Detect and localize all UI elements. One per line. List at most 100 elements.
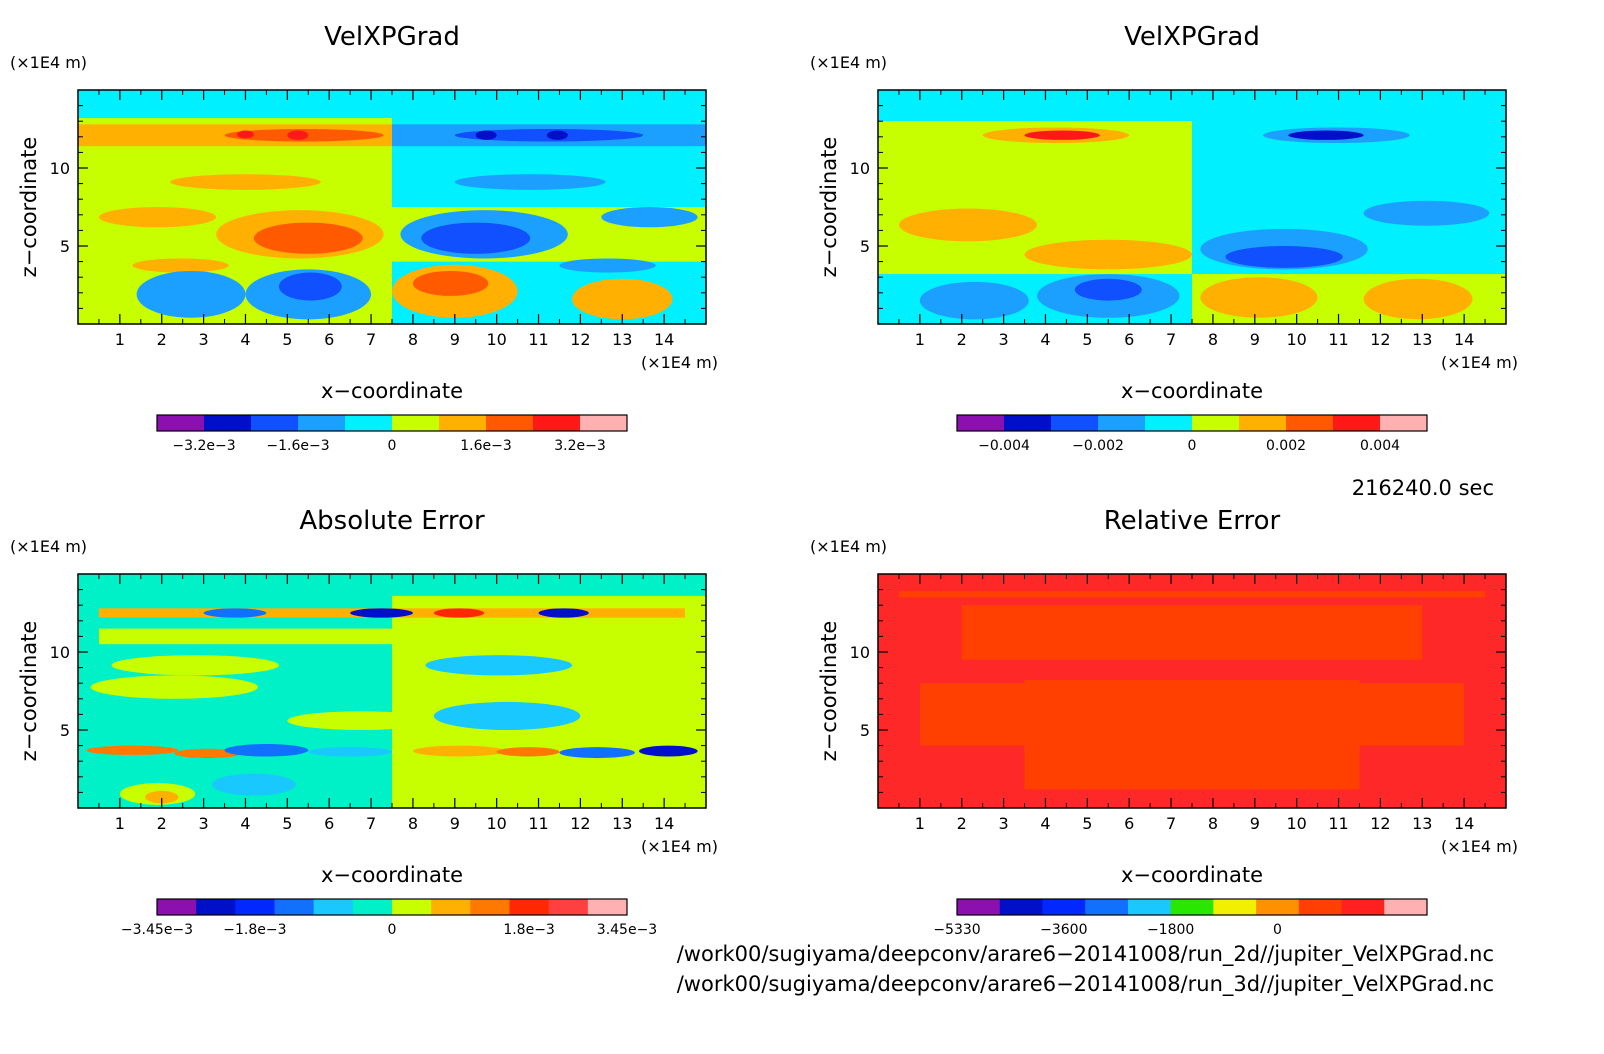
colorbar-frame — [156, 898, 628, 916]
contour-region — [1288, 130, 1364, 140]
contour-region — [572, 278, 673, 320]
contour-region — [278, 272, 342, 301]
x-unit-label: (×1E4 m) — [641, 353, 718, 372]
x-tick-label: 10 — [1286, 814, 1306, 833]
colorbar-label: −1.8e−3 — [223, 922, 286, 938]
contour-region — [287, 711, 434, 730]
x-tick-label: 2 — [957, 814, 967, 833]
chart-svg-2: Absolute Error(×1E4 m)1 2 3 4 5 6 7 8 9 10 11 12 13 1… — [10, 506, 718, 938]
colorbar-swatch — [251, 415, 299, 431]
x-tick-label: 13 — [612, 814, 632, 833]
x-tick-label: 13 — [1412, 814, 1432, 833]
colorbar-label: −3600 — [1040, 922, 1087, 938]
chart-title: VelXPGrad — [324, 22, 460, 52]
contour-region — [1024, 130, 1100, 140]
colorbar-swatch — [1341, 899, 1385, 915]
x-tick-label: 13 — [612, 330, 632, 349]
contour-field — [78, 90, 706, 324]
x-axis-label: x−coordinate — [1121, 863, 1263, 887]
x-tick-label: 3 — [999, 330, 1009, 349]
x-tick-label: 1 — [915, 330, 925, 349]
x-axis-label: x−coordinate — [321, 379, 463, 403]
contour-region — [475, 130, 497, 140]
contour-region — [878, 90, 1506, 122]
x-tick-label: 8 — [408, 814, 418, 833]
colorbar-swatch — [274, 899, 315, 915]
colorbar-label: −0.002 — [1072, 438, 1124, 454]
y-axis-label: z−coordinate — [817, 621, 841, 762]
x-unit-label: (×1E4 m) — [1441, 353, 1518, 372]
panel-velxpgrad-3d: VelXPGrad (×1E4 m) 1 2 3 4 5 6 7 8 9 10 11 12 13 14 5 10(… — [800, 0, 1590, 474]
x-tick-label: 6 — [324, 330, 334, 349]
chart-title: Absolute Error — [299, 506, 485, 536]
chart-title: Relative Error — [1104, 506, 1281, 536]
x-tick-label: 2 — [157, 330, 167, 349]
contour-region — [412, 270, 489, 296]
contour-region — [433, 608, 485, 618]
contour-region — [421, 222, 531, 254]
x-axis-label: x−coordinate — [1121, 379, 1263, 403]
contour-region — [98, 628, 686, 645]
y-tick-label: 5 — [860, 721, 870, 740]
contour-region — [919, 281, 1029, 320]
contour-region — [170, 174, 321, 190]
contour-region — [496, 747, 560, 757]
panel-absolute-error: Absolute Error (×1E4 m) 1 2 3 4 5 6 7 8 9 10 11 12 13 1… — [0, 484, 790, 958]
contour-region — [174, 748, 242, 759]
colorbar-swatch — [548, 899, 589, 915]
x-tick-label: 10 — [1286, 330, 1306, 349]
colorbar-swatch — [580, 415, 628, 431]
y-axis-label: z−coordinate — [17, 137, 41, 278]
x-tick-label: 5 — [282, 330, 292, 349]
colorbar-swatch — [1239, 415, 1287, 431]
colorbar-label: 1.6e−3 — [460, 438, 512, 454]
colorbar-swatch — [1085, 899, 1129, 915]
contour-region — [919, 683, 1465, 746]
colorbar-swatch — [157, 899, 197, 915]
x-tick-label: 3 — [199, 330, 209, 349]
y-tick-label: 10 — [50, 159, 70, 178]
contour-region — [1024, 239, 1192, 270]
colorbar-label: −1800 — [1147, 922, 1194, 938]
contour-region — [98, 207, 217, 228]
contour-region — [433, 701, 581, 730]
colorbar-swatch — [1127, 899, 1172, 915]
x-tick-label: 12 — [1370, 330, 1390, 349]
x-tick-label: 4 — [240, 814, 250, 833]
contour-region — [144, 790, 179, 804]
x-tick-label: 4 — [240, 330, 250, 349]
chart-svg-0: VelXPGrad(×1E4 m)1 2 3 4 5 6 7 8 9 10 11 12 13 14510(… — [10, 22, 718, 454]
x-tick-label: 11 — [1328, 814, 1348, 833]
x-tick-label: 8 — [1208, 814, 1218, 833]
x-tick-label: 9 — [1250, 814, 1260, 833]
colorbar-swatch — [204, 415, 252, 431]
x-tick-label: 6 — [1124, 814, 1134, 833]
x-tick-label: 2 — [157, 814, 167, 833]
y-axis-label: z−coordinate — [17, 621, 41, 762]
y-axis-label: z−coordinate — [817, 137, 841, 278]
contour-region — [237, 130, 254, 139]
contour-region — [253, 222, 363, 254]
footer-path-2d: /work00/sugiyama/deepconv/arare6−2014100… — [676, 942, 1494, 966]
contour-region — [111, 655, 279, 676]
colorbar-swatch — [486, 415, 534, 431]
colorbar-swatch — [1213, 899, 1257, 915]
colorbar-swatch — [298, 415, 346, 431]
colorbar-label: −0.004 — [978, 438, 1030, 454]
x-tick-label: 1 — [115, 330, 125, 349]
x-tick-label: 5 — [1082, 330, 1092, 349]
x-tick-label: 6 — [324, 814, 334, 833]
contour-region — [961, 605, 1423, 660]
colorbar-swatch — [157, 415, 205, 431]
colorbar-swatch — [999, 899, 1043, 915]
x-tick-label: 9 — [450, 330, 460, 349]
x-tick-label: 10 — [486, 814, 506, 833]
contour-region — [211, 773, 296, 796]
x-axis-label: x−coordinate — [321, 863, 463, 887]
colorbar-swatch — [1051, 415, 1099, 431]
colorbar-swatch — [392, 899, 432, 915]
colorbar-swatch — [392, 415, 440, 431]
colorbar-swatch — [587, 899, 628, 915]
colorbar-label: 0 — [388, 922, 397, 938]
contour-region — [90, 675, 259, 699]
